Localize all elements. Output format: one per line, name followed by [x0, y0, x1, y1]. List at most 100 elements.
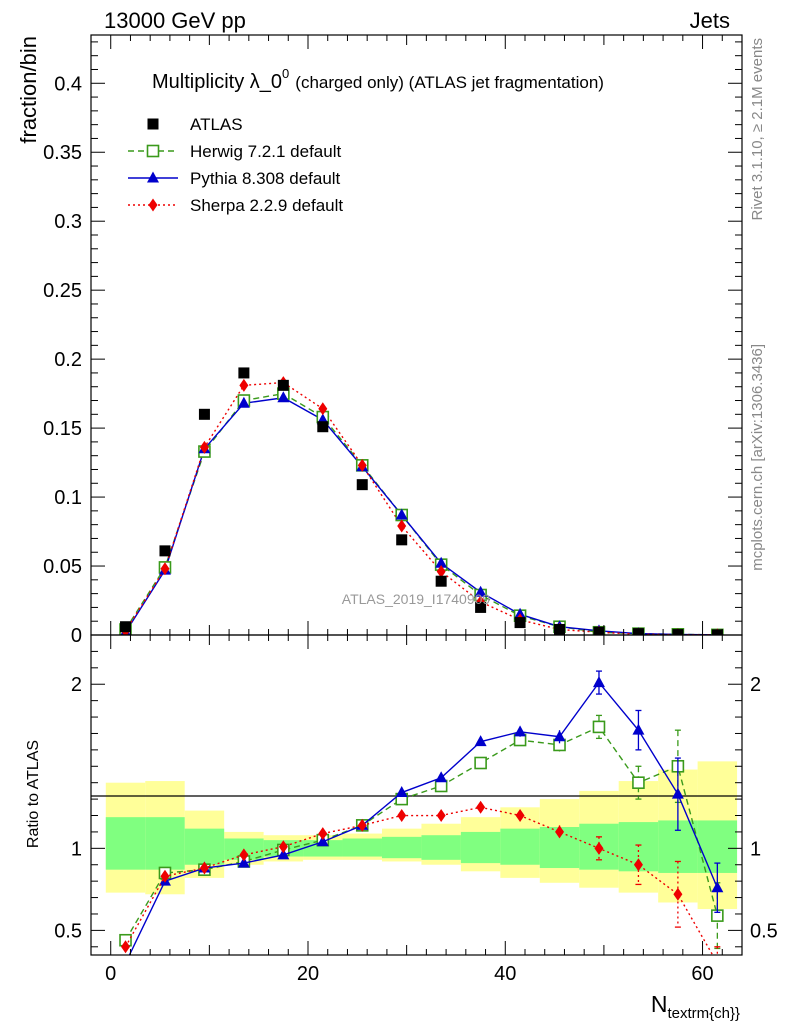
sherpa-ratio-point: [436, 809, 446, 823]
band-inner-bin: [342, 838, 382, 857]
pythia-line: [124, 397, 718, 635]
ratio-xlabel: Ntextrm{ch}}: [651, 991, 740, 1022]
plot-title-suffix: (charged only) (ATLAS jet fragmentation): [295, 73, 604, 92]
ratio-ytick-label-right: 1: [750, 838, 761, 860]
legend-sherpa-marker: [148, 198, 158, 212]
atlas-point: [475, 601, 487, 613]
ratio-plot-frame: [90, 634, 743, 956]
legend-pythia-label: Pythia 8.308 default: [190, 169, 341, 188]
band-inner-bin: [145, 817, 185, 870]
legend-pythia-marker: [147, 171, 159, 183]
legend-sherpa-label: Sherpa 2.2.9 default: [190, 196, 343, 215]
legend-herwig-marker: [146, 144, 160, 158]
pythia-point: [435, 556, 448, 568]
ratio-ytick-label: 1: [71, 838, 82, 860]
main-ytick-label: 0.15: [43, 418, 82, 440]
ratio-ytick-label: 0.5: [54, 920, 82, 942]
mcplots-label: mcplots.cern.ch [arXiv:1306.3436]: [749, 344, 766, 571]
sherpa-point: [318, 402, 328, 416]
main-ytick-label: 0.2: [54, 349, 82, 371]
sherpa-point: [436, 565, 446, 579]
ratio-xtick-label: 0: [105, 963, 116, 985]
band-inner-bin: [303, 840, 343, 857]
ratio-xtick-label: 40: [494, 963, 516, 985]
pythia-ratio-line: [128, 681, 718, 955]
axis-ticks: 00.050.10.150.20.250.30.350.40 20 40 600.5 0…: [43, 35, 778, 985]
pythia-ratio-point: [435, 771, 448, 783]
atlas-point: [356, 479, 368, 491]
atlas-point: [277, 379, 289, 391]
band-inner-bin: [184, 828, 225, 865]
pythia-ratio-point: [553, 730, 566, 742]
main-ytick-label: 0.35: [43, 142, 82, 164]
pythia-ratio-point: [474, 735, 487, 747]
band-inner-bin: [105, 817, 146, 870]
sherpa-ratio-point: [199, 861, 209, 875]
pythia-point: [277, 391, 290, 403]
atlas-point: [632, 628, 644, 635]
pythia-ratio-point: [316, 835, 329, 847]
sherpa-ratio-point: [160, 869, 170, 883]
sherpa-ratio-point: [633, 858, 643, 872]
ratio-ytick-label-right: 0.5: [750, 920, 778, 942]
plot-title-superscript: 0: [282, 66, 289, 81]
herwig-ratio-point: [474, 756, 487, 770]
sherpa-ratio-point: [476, 800, 486, 814]
pythia-ratio-point: [395, 786, 408, 798]
herwig-ratio-point: [592, 720, 606, 734]
pythia-point: [474, 585, 487, 597]
ratio-ylabel: Ratio to ATLAS: [25, 740, 42, 848]
pythia-ratio-point: [514, 725, 527, 737]
sherpa-point: [397, 519, 407, 533]
pythia-point: [237, 396, 250, 408]
ratio-ytick-label: 2: [71, 674, 82, 696]
atlas-point: [554, 623, 566, 635]
main-ytick-label: 0.05: [43, 556, 82, 578]
herwig-ratio-point: [632, 776, 645, 789]
ratio-xlabel-main: N: [651, 991, 668, 1017]
atlas-point: [672, 629, 684, 635]
ratio-uncertainty-band-inner: [105, 817, 738, 873]
pythia-ratio-point: [277, 848, 290, 860]
pythia-point: [395, 508, 408, 520]
atlas-point: [593, 626, 605, 635]
ratio-ytick-label-right: 2: [750, 674, 761, 696]
process-label: Jets: [690, 8, 730, 33]
sherpa-ratio-line: [124, 806, 714, 955]
sherpa-ratio-point: [357, 818, 367, 832]
sherpa-point: [357, 458, 367, 472]
main-ytick-label: 0.25: [43, 280, 82, 302]
atlas-point: [711, 629, 723, 635]
atlas-point: [159, 545, 171, 557]
atlas-point: [396, 534, 408, 546]
ratio-xlabel-close: }: [735, 1005, 740, 1022]
rivet-label: Rivet 3.1.10, ≥ 2.1M events: [749, 38, 766, 221]
sherpa-ratio-point: [121, 940, 131, 954]
pythia-ratio-point: [120, 957, 132, 968]
main-ylabel: fraction/bin: [16, 36, 41, 144]
sherpa-line: [124, 381, 718, 635]
sherpa-point: [239, 378, 249, 392]
pythia-ratio-point: [671, 787, 684, 799]
pythia-ratio-point: [237, 856, 250, 868]
main-plot-frame: [90, 34, 743, 636]
atlas-point: [238, 367, 250, 379]
atlas-point: [120, 621, 132, 633]
sherpa-ratio-point: [239, 848, 249, 862]
main-ytick-label: 0.3: [54, 211, 82, 233]
sherpa-ratio-point: [318, 827, 328, 841]
sherpa-ratio-point: [278, 840, 288, 854]
pythia-ratio-point: [592, 676, 605, 688]
analysis-watermark: ATLAS_2019_I1740909: [342, 591, 491, 607]
main-ytick-label: 0: [71, 625, 82, 647]
legend-herwig-label: Herwig 7.2.1 default: [190, 142, 341, 161]
pythia-ratio-point: [711, 881, 724, 893]
ratio-series-layer: [119, 670, 724, 968]
atlas-point: [435, 575, 447, 587]
legend: ATLAS Herwig 7.2.1 default Pythia 8.308 de…: [128, 115, 343, 215]
pythia-point: [514, 607, 527, 619]
sherpa-ratio-point: [555, 825, 565, 839]
band-inner-bin: [460, 831, 501, 864]
legend-atlas-marker: [147, 118, 159, 130]
